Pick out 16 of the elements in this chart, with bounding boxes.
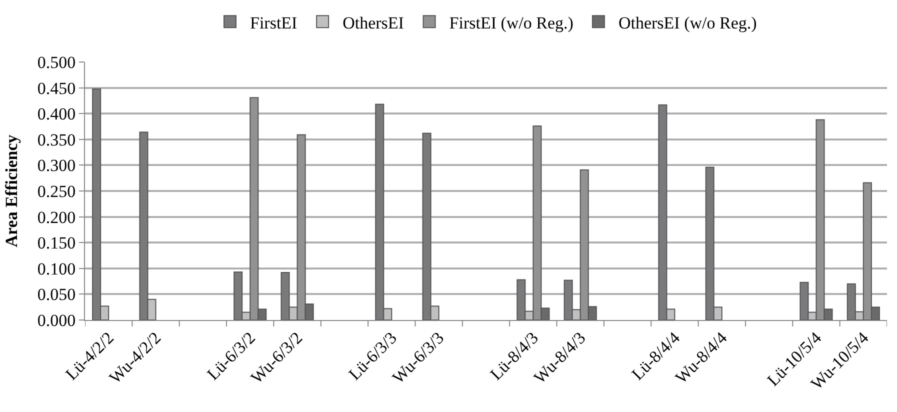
- y-tick-label: 0.200: [37, 208, 76, 227]
- legend-label: OthersEI (w/o Reg.): [618, 13, 757, 32]
- legend-label: FirstEI (w/o Reg.): [449, 13, 574, 32]
- y-tick-label: 0.100: [37, 259, 76, 278]
- legend-label: FirstEI: [250, 13, 298, 32]
- legend-label: OthersEI: [342, 13, 404, 32]
- y-tick-label: 0.250: [37, 182, 76, 201]
- y-tick-label: 0.350: [37, 130, 76, 150]
- y-axis-title: Area Efficiency: [2, 134, 21, 248]
- y-tick-label: 0.000: [37, 310, 76, 330]
- y-tick-label: 0.450: [37, 78, 76, 98]
- y-tick-label: 0.500: [37, 52, 76, 72]
- y-tick-label: 0.150: [37, 234, 76, 253]
- y-tick-label: 0.050: [37, 285, 76, 304]
- y-tick-label: 0.400: [37, 104, 76, 124]
- y-tick-label: 0.300: [37, 156, 76, 176]
